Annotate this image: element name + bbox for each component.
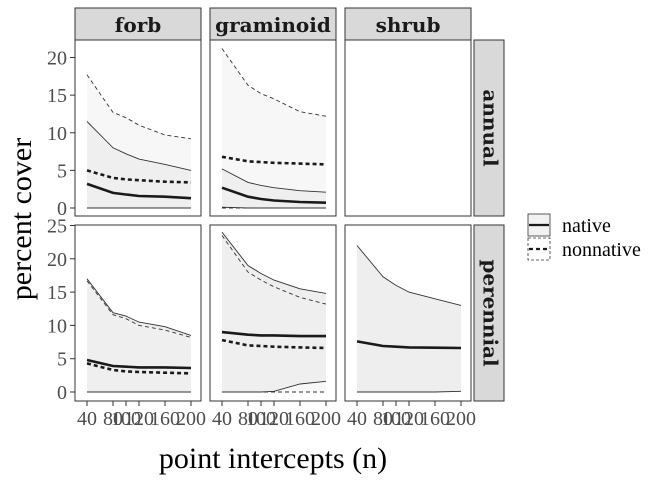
mean-line-native-forb-annual: [86, 182, 192, 200]
x-tick-label-forb-120: 120: [124, 408, 154, 430]
bound-line-upper-nonnative-forb-annual: [86, 74, 192, 140]
mean-line-nonnative-graminoid-perennial: [221, 338, 327, 350]
x-tick-label-graminoid-100: 100: [246, 408, 276, 430]
y-axis-title: percent cover: [5, 138, 38, 300]
y-tick-label-perennial-15: 15: [47, 282, 67, 304]
y-tick-label-perennial-20: 20: [47, 249, 67, 271]
bound-line-lower-native-shrub-perennial: [357, 390, 462, 393]
x-tick-label-forb-160: 160: [150, 408, 180, 430]
facet-strip-forb: [74, 7, 202, 42]
x-tick-label-graminoid-200: 200: [311, 408, 341, 430]
y-tick-label-perennial-25: 25: [47, 216, 67, 238]
legend-label-nonnative: nonnative: [562, 239, 641, 261]
x-tick-label-forb-100: 100: [111, 408, 141, 430]
bound-line-upper-nonnative-graminoid-perennial: [221, 235, 327, 305]
mean-line-native-forb-perennial: [86, 358, 192, 370]
y-tick-label-perennial-5: 5: [57, 349, 67, 371]
panel-shrub-annual: [344, 39, 472, 217]
bound-line-upper-native-forb-annual: [86, 121, 192, 171]
x-tick-label-graminoid-80: 80: [238, 408, 258, 430]
x-tick-label-graminoid-120: 120: [259, 408, 289, 430]
y-tick-label-annual-20: 20: [47, 48, 67, 70]
ribbon-nonnative-forb-annual: [87, 74, 191, 208]
x-tick-label-forb-200: 200: [176, 408, 206, 430]
bound-line-upper-native-forb-perennial: [86, 278, 192, 336]
x-tick-label-shrub-120: 120: [394, 408, 424, 430]
bound-line-upper-native-shrub-perennial: [356, 245, 462, 306]
ribbon-nonnative-graminoid-annual: [222, 48, 326, 208]
y-tick-label-perennial-10: 10: [47, 315, 67, 337]
x-tick-label-shrub-160: 160: [420, 408, 450, 430]
facet-label-forb: forb: [115, 13, 161, 37]
mean-line-native-graminoid-perennial: [221, 330, 326, 338]
bound-line-upper-nonnative-forb-perennial: [86, 280, 192, 338]
x-tick-label-forb-80: 80: [103, 408, 123, 430]
facet-label-graminoid: graminoid: [215, 13, 331, 37]
x-tick-label-shrub-80: 80: [373, 408, 393, 430]
facet-strip-shrub: [344, 7, 472, 42]
x-axis-title: point intercepts (n): [159, 442, 387, 475]
x-tick-label-graminoid-160: 160: [285, 408, 315, 430]
x-tick-label-shrub-100: 100: [381, 408, 411, 430]
facet-label-perennial: perennial: [479, 259, 503, 367]
mean-line-nonnative-graminoid-annual: [221, 155, 327, 166]
mean-line-nonnative-forb-perennial: [86, 362, 192, 375]
ribbon-native-shrub-perennial: [357, 245, 461, 392]
bound-line-upper-native-graminoid-annual: [221, 168, 327, 193]
x-tick-label-forb-40: 40: [77, 408, 97, 430]
x-tick-label-graminoid-40: 40: [212, 408, 232, 430]
facet-label-annual: annual: [479, 89, 503, 167]
mean-line-nonnative-forb-annual: [86, 169, 192, 184]
y-tick-label-annual-5: 5: [57, 160, 67, 182]
y-tick-label-annual-0: 0: [57, 198, 67, 220]
mean-line-native-shrub-perennial: [356, 340, 462, 350]
facet-strip-graminoid: [209, 7, 337, 42]
facet-strip-annual: [473, 39, 505, 217]
facet-label-shrub: shrub: [376, 13, 441, 37]
y-tick-label-annual-15: 15: [47, 85, 67, 107]
facet-strip-perennial: [473, 224, 505, 402]
y-tick-label-annual-10: 10: [47, 123, 67, 145]
bound-line-upper-nonnative-graminoid-annual: [221, 48, 327, 117]
ribbon-nonnative-graminoid-perennial: [222, 235, 326, 392]
x-tick-label-shrub-200: 200: [446, 408, 476, 430]
ribbon-nonnative-forb-perennial: [87, 280, 191, 392]
bound-line-upper-native-graminoid-perennial: [221, 231, 327, 294]
mean-line-native-graminoid-annual: [221, 186, 327, 204]
legend-label-native: native: [562, 215, 611, 237]
y-tick-label-perennial-0: 0: [57, 382, 67, 404]
x-tick-label-shrub-40: 40: [347, 408, 367, 430]
